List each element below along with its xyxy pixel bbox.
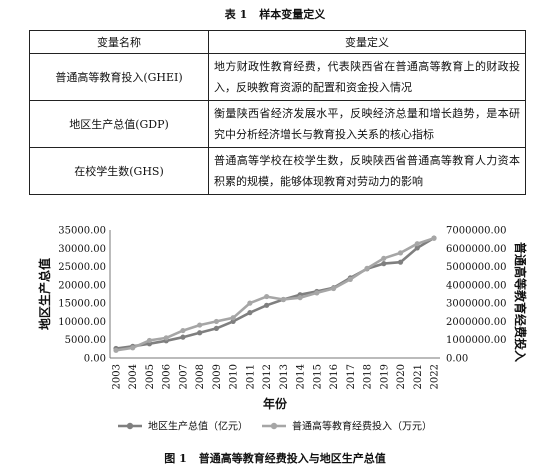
line-chart: 0.00 5000.00 10000.00 15000.00 20000.00 25000…	[37, 226, 528, 433]
y-tick-label: 15000.00	[58, 299, 106, 310]
y2-tick-label: 6000000.00	[446, 244, 506, 255]
table-header-variable-name: 变量名称	[29, 30, 209, 54]
x-tick-label: 2014	[296, 364, 307, 389]
x-tick-label: 2015	[312, 364, 323, 389]
figure-caption-title: 普通高等教育经费投入与地区生产总值	[198, 452, 386, 465]
x-tick-label: 2013	[279, 364, 290, 389]
data-point	[180, 334, 186, 340]
x-axis-title: 年份	[263, 396, 288, 411]
data-point	[213, 325, 220, 331]
table-caption-label: 表 1	[224, 8, 248, 21]
y2-tick-label: 4000000.00	[446, 280, 506, 291]
data-point	[197, 322, 203, 328]
y-axis-title: 地区生产总值	[37, 258, 52, 330]
table-header-variable-definition: 变量定义	[208, 30, 526, 54]
legend-swatch-marker	[126, 422, 134, 430]
data-point	[431, 235, 437, 241]
x-tick-label: 2020	[396, 364, 407, 389]
data-point	[314, 290, 320, 296]
variable-definition-table: 变量名称 变量定义 普通高等教育投入(GHEI) 地方财政性教育经费，代表陕西省…	[29, 30, 526, 195]
y2-axis-title: 普通高等教育经费投入	[513, 242, 528, 362]
legend-label: 普通高等教育经费投入（万元）	[292, 420, 432, 433]
x-tick-label: 2009	[212, 364, 223, 389]
x-tick-label: 2016	[329, 364, 340, 389]
x-tick-label: 2010	[229, 364, 240, 389]
x-tick-label: 2005	[145, 364, 156, 389]
y2-tick-label: 2000000.00	[446, 317, 506, 328]
figure-caption-label: 图 1	[164, 452, 187, 465]
table-cell-name: 普通高等教育投入(GHEI)	[29, 53, 209, 101]
y-tick-label: 20000.00	[58, 280, 106, 291]
x-tick-label: 2008	[195, 364, 206, 389]
table-caption-title: 样本变量定义	[259, 8, 326, 21]
x-tick-label: 2012	[262, 364, 273, 389]
x-tick-label: 2022	[430, 364, 441, 389]
data-point	[163, 335, 169, 341]
table-cell-name: 在校学生数(GHS)	[29, 147, 209, 195]
figure-caption: 图 1 普通高等教育经费投入与地区生产总值	[0, 450, 550, 466]
y-tick-label: 5000.00	[65, 335, 106, 346]
data-point	[264, 302, 270, 308]
x-tick-label: 2003	[112, 364, 123, 389]
data-point	[347, 276, 353, 282]
y-tick-label: 10000.00	[58, 317, 106, 328]
table-cell-definition: 衡量陕西省经济发展水平，反映经济总量和增长趋势，是本研究中分析经济增长与教育投入…	[208, 100, 526, 148]
data-point	[230, 315, 236, 321]
data-point	[264, 293, 270, 300]
data-point	[381, 255, 387, 261]
table-cell-definition: 地方财政性教育经费，代表陕西省在普通高等教育上的财政投入，反映教育资源的配置和资…	[208, 53, 526, 101]
data-point	[381, 261, 387, 267]
x-tick-label: 2007	[178, 364, 189, 389]
data-point	[330, 285, 337, 292]
y2-tick-label: 3000000.00	[446, 299, 506, 310]
data-point	[247, 310, 253, 316]
y2-tick-label: 7000000.00	[446, 226, 506, 237]
data-point	[146, 337, 153, 344]
legend-label: 地区生产总值（亿元）	[148, 420, 248, 433]
series-line-2	[115, 236, 435, 352]
y2-tick-label: 0.00	[446, 354, 468, 365]
x-tick-label: 2017	[346, 364, 357, 389]
series-line-1	[115, 236, 435, 350]
table-cell-name: 地区生产总值(GDP)	[29, 100, 209, 148]
x-tick-label: 2011	[245, 364, 256, 389]
data-point	[130, 345, 136, 351]
legend-swatch-marker	[270, 422, 278, 430]
table-row: 地区生产总值(GDP) 衡量陕西省经济发展水平，反映经济总量和增长趋势，是本研究…	[29, 100, 526, 148]
table-header-row: 变量名称 变量定义	[29, 30, 526, 54]
data-point	[197, 330, 203, 336]
table-row: 普通高等教育投入(GHEI) 地方财政性教育经费，代表陕西省在普通高等教育上的财…	[29, 53, 526, 101]
x-tick-label: 2004	[128, 364, 139, 389]
data-point	[230, 318, 236, 325]
table-cell-definition: 普通高等学校在校学生数，反映陕西省普通高等教育人力资本积累的规模，能够体现教育对…	[208, 147, 526, 195]
x-tick-label: 2021	[413, 364, 424, 389]
data-point	[180, 327, 186, 334]
y-tick-label: 25000.00	[58, 262, 106, 273]
y-tick-label: 0.00	[84, 354, 106, 365]
data-point	[397, 250, 404, 256]
data-point	[113, 347, 119, 353]
y2-tick-label: 5000000.00	[446, 262, 506, 273]
x-tick-label: 2019	[379, 364, 390, 389]
y2-tick-label: 1000000.00	[446, 335, 506, 346]
table-row: 在校学生数(GHS) 普通高等学校在校学生数，反映陕西省普通高等教育人力资本积累…	[29, 147, 526, 195]
data-point	[213, 318, 220, 325]
y-tick-label: 35000.00	[58, 226, 106, 237]
x-tick-label: 2006	[162, 364, 173, 389]
x-tick-label: 2018	[363, 364, 374, 389]
data-point	[414, 245, 420, 251]
table-caption: 表 1 样本变量定义	[0, 6, 550, 22]
data-point	[364, 265, 370, 271]
data-point	[414, 241, 420, 247]
data-point	[297, 295, 303, 301]
data-point	[247, 300, 253, 306]
y-tick-label: 30000.00	[58, 244, 106, 255]
data-point	[280, 296, 286, 303]
data-point	[397, 259, 404, 265]
